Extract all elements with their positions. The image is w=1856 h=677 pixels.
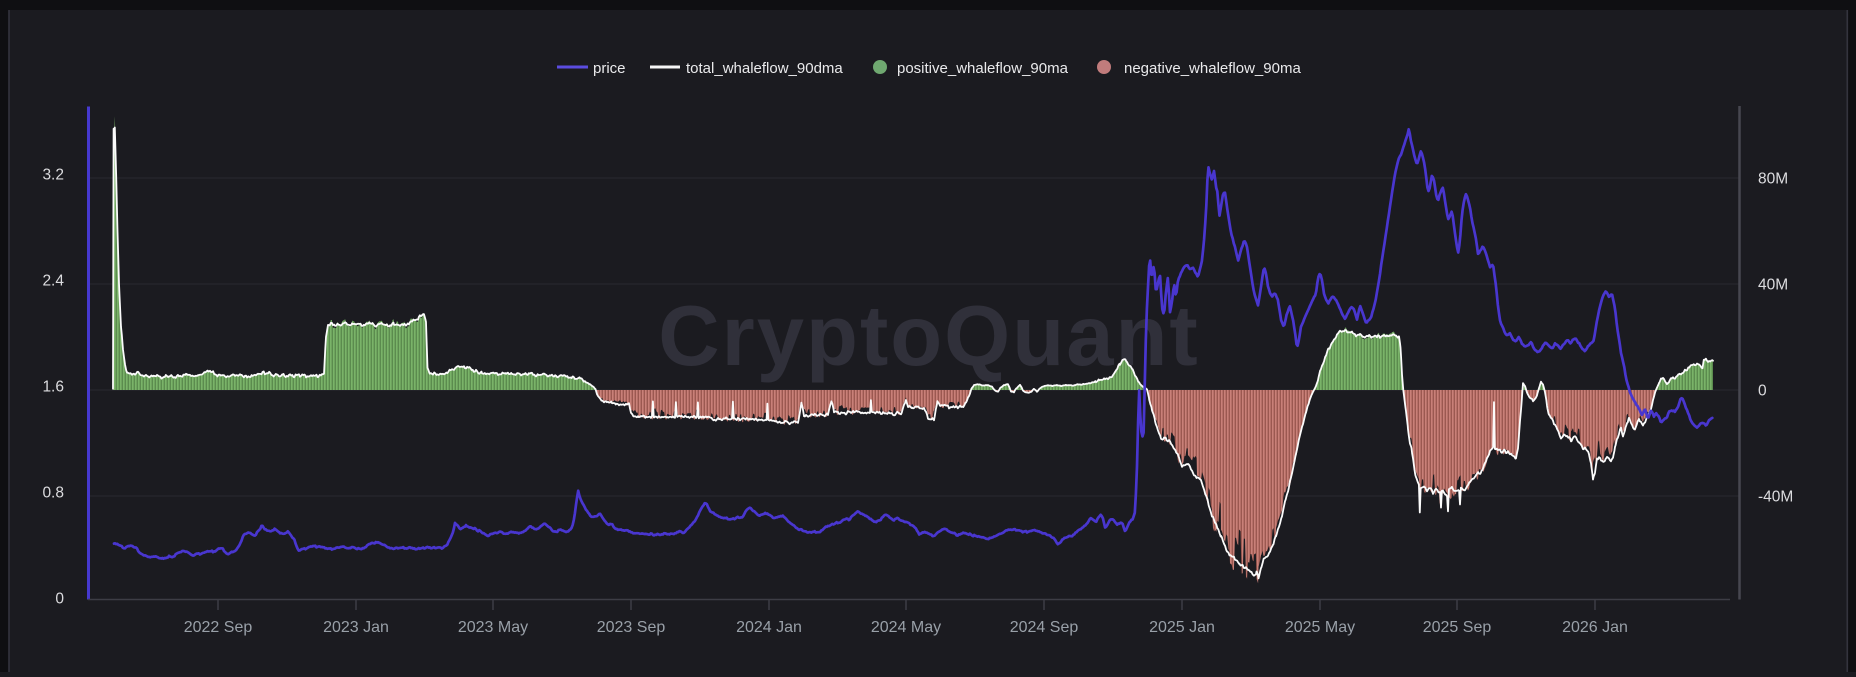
svg-text:total_whaleflow_90dma: total_whaleflow_90dma: [686, 60, 843, 77]
svg-text:1.6: 1.6: [42, 379, 64, 396]
svg-text:0.8: 0.8: [42, 485, 64, 502]
svg-text:2023 Sep: 2023 Sep: [597, 619, 666, 636]
svg-text:3.2: 3.2: [42, 167, 64, 184]
svg-text:2024 May: 2024 May: [871, 619, 941, 636]
svg-text:2024 Sep: 2024 Sep: [1010, 619, 1079, 636]
svg-text:2.4: 2.4: [42, 273, 64, 290]
svg-text:0: 0: [55, 591, 64, 608]
svg-text:2026 Jan: 2026 Jan: [1562, 619, 1628, 636]
svg-text:2025 Jan: 2025 Jan: [1149, 619, 1215, 636]
svg-text:2023 Jan: 2023 Jan: [323, 619, 389, 636]
svg-text:2022 Sep: 2022 Sep: [184, 619, 253, 636]
svg-text:CryptoQuant: CryptoQuant: [658, 289, 1199, 384]
svg-text:2024 Jan: 2024 Jan: [736, 619, 802, 636]
svg-text:negative_whaleflow_90ma: negative_whaleflow_90ma: [1124, 60, 1301, 77]
svg-text:80M: 80M: [1758, 171, 1788, 188]
svg-text:price: price: [593, 60, 626, 77]
svg-text:positive_whaleflow_90ma: positive_whaleflow_90ma: [897, 60, 1069, 77]
svg-text:2025 May: 2025 May: [1285, 619, 1355, 636]
svg-text:2023 May: 2023 May: [458, 619, 528, 636]
svg-text:-40M: -40M: [1758, 489, 1793, 506]
svg-text:0: 0: [1758, 383, 1767, 400]
svg-text:2025 Sep: 2025 Sep: [1423, 619, 1492, 636]
svg-text:40M: 40M: [1758, 277, 1788, 294]
